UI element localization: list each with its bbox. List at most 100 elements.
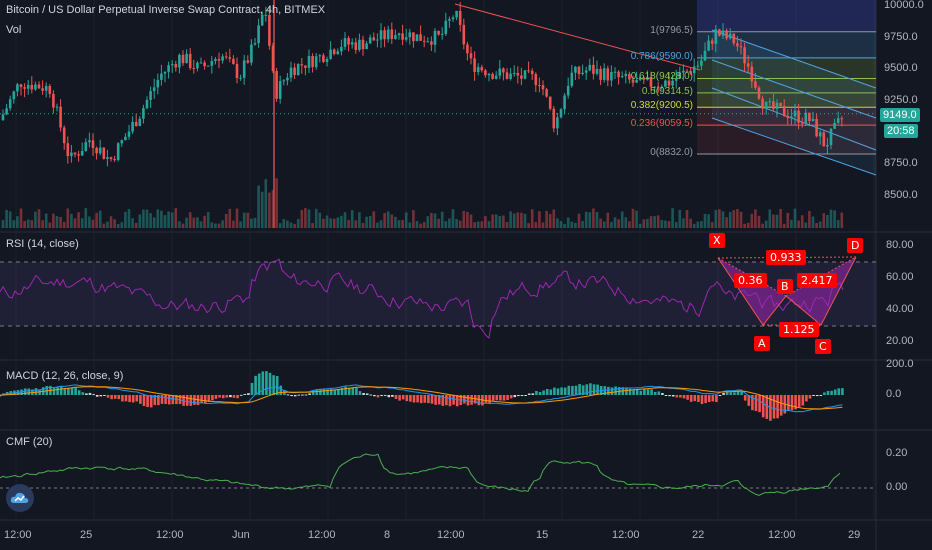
volume-bar [361, 222, 365, 228]
macd-histogram-bar [189, 395, 193, 406]
candle-body [484, 70, 487, 76]
volume-bar [390, 214, 394, 228]
price-tick: 9250.0 [884, 94, 918, 106]
candle-body [332, 49, 336, 55]
macd-histogram-bar [506, 395, 509, 401]
candle-body [91, 140, 95, 148]
macd-histogram-bar [419, 395, 423, 404]
volume-bar [156, 209, 160, 228]
macd-histogram-bar [232, 395, 236, 398]
volume-bar [664, 220, 667, 228]
macd-histogram-bar [272, 375, 275, 395]
macd-histogram-bar [664, 395, 668, 396]
pattern-point-c[interactable]: C [815, 339, 831, 354]
time-tick: 12:00 [308, 529, 336, 541]
candle-body [448, 19, 451, 21]
pattern-point-d[interactable]: D [847, 238, 864, 253]
candle-body [336, 51, 340, 55]
volume-bar [527, 223, 530, 228]
volume-bar [581, 221, 584, 228]
pattern-ratio[interactable]: 2.417 [797, 273, 837, 288]
candle-body [530, 70, 534, 75]
pattern-point-x[interactable]: X [709, 233, 725, 248]
volume-bar [710, 222, 714, 228]
time-tick: 25 [80, 529, 93, 541]
candle-body [286, 77, 289, 81]
macd-histogram-bar [59, 386, 63, 395]
fib-level-label: 0.236(9059.5) [630, 118, 693, 130]
macd-histogram-bar [218, 395, 221, 398]
macd-histogram-bar [700, 395, 704, 405]
macd-histogram-bar [304, 394, 308, 396]
countdown-tag: 20:58 [884, 124, 918, 138]
candle-body [73, 152, 77, 155]
volume-bar [624, 217, 628, 228]
candle-body [365, 43, 368, 50]
macd-histogram-bar [27, 388, 31, 395]
candle-body [419, 34, 422, 41]
pattern-ratio[interactable]: 1.125 [779, 322, 819, 337]
macd-histogram-bar [477, 395, 481, 406]
volume-bar [577, 213, 581, 228]
candle-body [300, 64, 304, 66]
candle-body [617, 71, 620, 78]
volume-bar [59, 216, 62, 228]
pattern-point-b[interactable]: B [777, 279, 793, 294]
macd-histogram-bar [671, 395, 675, 397]
candle-body [646, 77, 649, 80]
macd-histogram-bar [794, 395, 797, 410]
candle-body [667, 80, 671, 86]
volume-bar [138, 214, 142, 228]
volume-bar [73, 218, 77, 228]
candle-body [664, 80, 667, 87]
volume-bar [62, 221, 66, 228]
volume-bar [163, 215, 167, 228]
macd-histogram-bar [286, 394, 290, 396]
volume-bar [631, 208, 635, 228]
tradingview-cloud-icon[interactable] [6, 484, 34, 512]
candle-body [224, 56, 228, 58]
volume-bar [772, 214, 775, 228]
rsi-tick: 60.00 [886, 271, 914, 283]
candle-body [5, 108, 8, 115]
candle-body [329, 49, 332, 59]
macd-histogram-bar [787, 395, 790, 411]
macd-histogram-bar [106, 395, 110, 398]
volume-bar [379, 220, 383, 228]
macd-histogram-bar [110, 395, 113, 400]
pattern-point-a[interactable]: A [754, 336, 770, 351]
price-tick: 8750.0 [884, 157, 918, 170]
volume-bar [599, 218, 602, 228]
candle-body [703, 50, 707, 61]
candle-body [638, 77, 642, 80]
fib-level-label: 0(8832.0) [650, 146, 693, 158]
fib-zone [697, 92, 876, 108]
pattern-ratio[interactable]: 0.36 [734, 273, 767, 288]
candle-body [289, 67, 293, 78]
candle-body [696, 65, 700, 67]
macd-histogram-bar [643, 388, 646, 395]
macd-histogram-bar [826, 390, 830, 395]
candle-body [98, 147, 102, 154]
candle-body [538, 85, 541, 87]
macd-histogram-bar [117, 395, 121, 400]
volume-bar [455, 218, 458, 228]
volume-bar [462, 210, 466, 228]
candle-body [203, 62, 206, 67]
volume-bar [149, 213, 152, 228]
macd-histogram-bar [77, 390, 81, 395]
macd-histogram-bar [99, 395, 103, 397]
macd-histogram-bar [549, 389, 553, 395]
macd-histogram-bar [200, 395, 203, 403]
volume-bar [30, 220, 34, 228]
candle-body [671, 80, 674, 86]
pattern-ratio[interactable]: 0.933 [766, 250, 806, 265]
volume-bar [127, 209, 131, 228]
volume-bar [142, 209, 145, 228]
candle-body [685, 70, 689, 72]
macd-histogram-bar [52, 388, 56, 395]
candle-body [268, 14, 271, 46]
macd-histogram-bar [67, 388, 70, 395]
